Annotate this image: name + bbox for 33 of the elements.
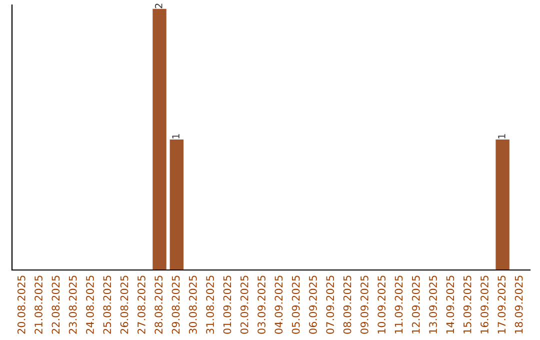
x-tick-label: 27.08.2025 <box>138 276 146 334</box>
x-tick-label: 02.09.2025 <box>240 276 248 334</box>
x-tick-label: 06.09.2025 <box>309 276 317 334</box>
data-label: 2 <box>154 4 162 8</box>
x-tick-label: 01.09.2025 <box>223 276 232 334</box>
x-tick-label: 21.08.2025 <box>34 276 42 334</box>
x-tick-label: 16.09.2025 <box>480 276 488 334</box>
x-tick-label: 03.09.2025 <box>258 276 266 334</box>
x-tick-label: 24.08.2025 <box>86 276 94 334</box>
x-tick-label: 23.08.2025 <box>68 276 77 334</box>
x-tick-label: 09.09.2025 <box>360 276 368 334</box>
x-tick-label: 22.08.2025 <box>52 276 60 334</box>
x-tick-label: 10.09.2025 <box>378 276 386 334</box>
x-tick-label: 13.09.2025 <box>429 276 437 334</box>
x-tick-label: 26.08.2025 <box>120 276 128 334</box>
x-tick-label: 17.09.2025 <box>498 276 506 334</box>
x-tick-label: 18.09.2025 <box>514 276 523 334</box>
x-tick-label: 11.09.2025 <box>394 276 403 334</box>
x-tick-label: 15.09.2025 <box>463 276 472 334</box>
x-tick-label: 28.08.2025 <box>154 276 163 334</box>
x-tick-label: 25.08.2025 <box>103 276 112 334</box>
data-label: 1 <box>498 134 506 138</box>
x-tick-label: 04.09.2025 <box>274 276 283 334</box>
x-tick-label: 08.09.2025 <box>343 276 352 334</box>
x-tick-label: 07.09.2025 <box>326 276 334 334</box>
x-tick-label: 31.08.2025 <box>206 276 214 334</box>
data-label: 1 <box>172 134 180 138</box>
x-tick-label: 12.09.2025 <box>412 276 420 334</box>
x-tick-label: 20.08.2025 <box>17 276 26 334</box>
x-tick-label: 30.08.2025 <box>188 276 197 334</box>
x-tick-label: 14.09.2025 <box>446 276 454 334</box>
x-tick-label: 05.09.2025 <box>292 276 300 334</box>
x-tick-label: 29.08.2025 <box>172 276 180 334</box>
